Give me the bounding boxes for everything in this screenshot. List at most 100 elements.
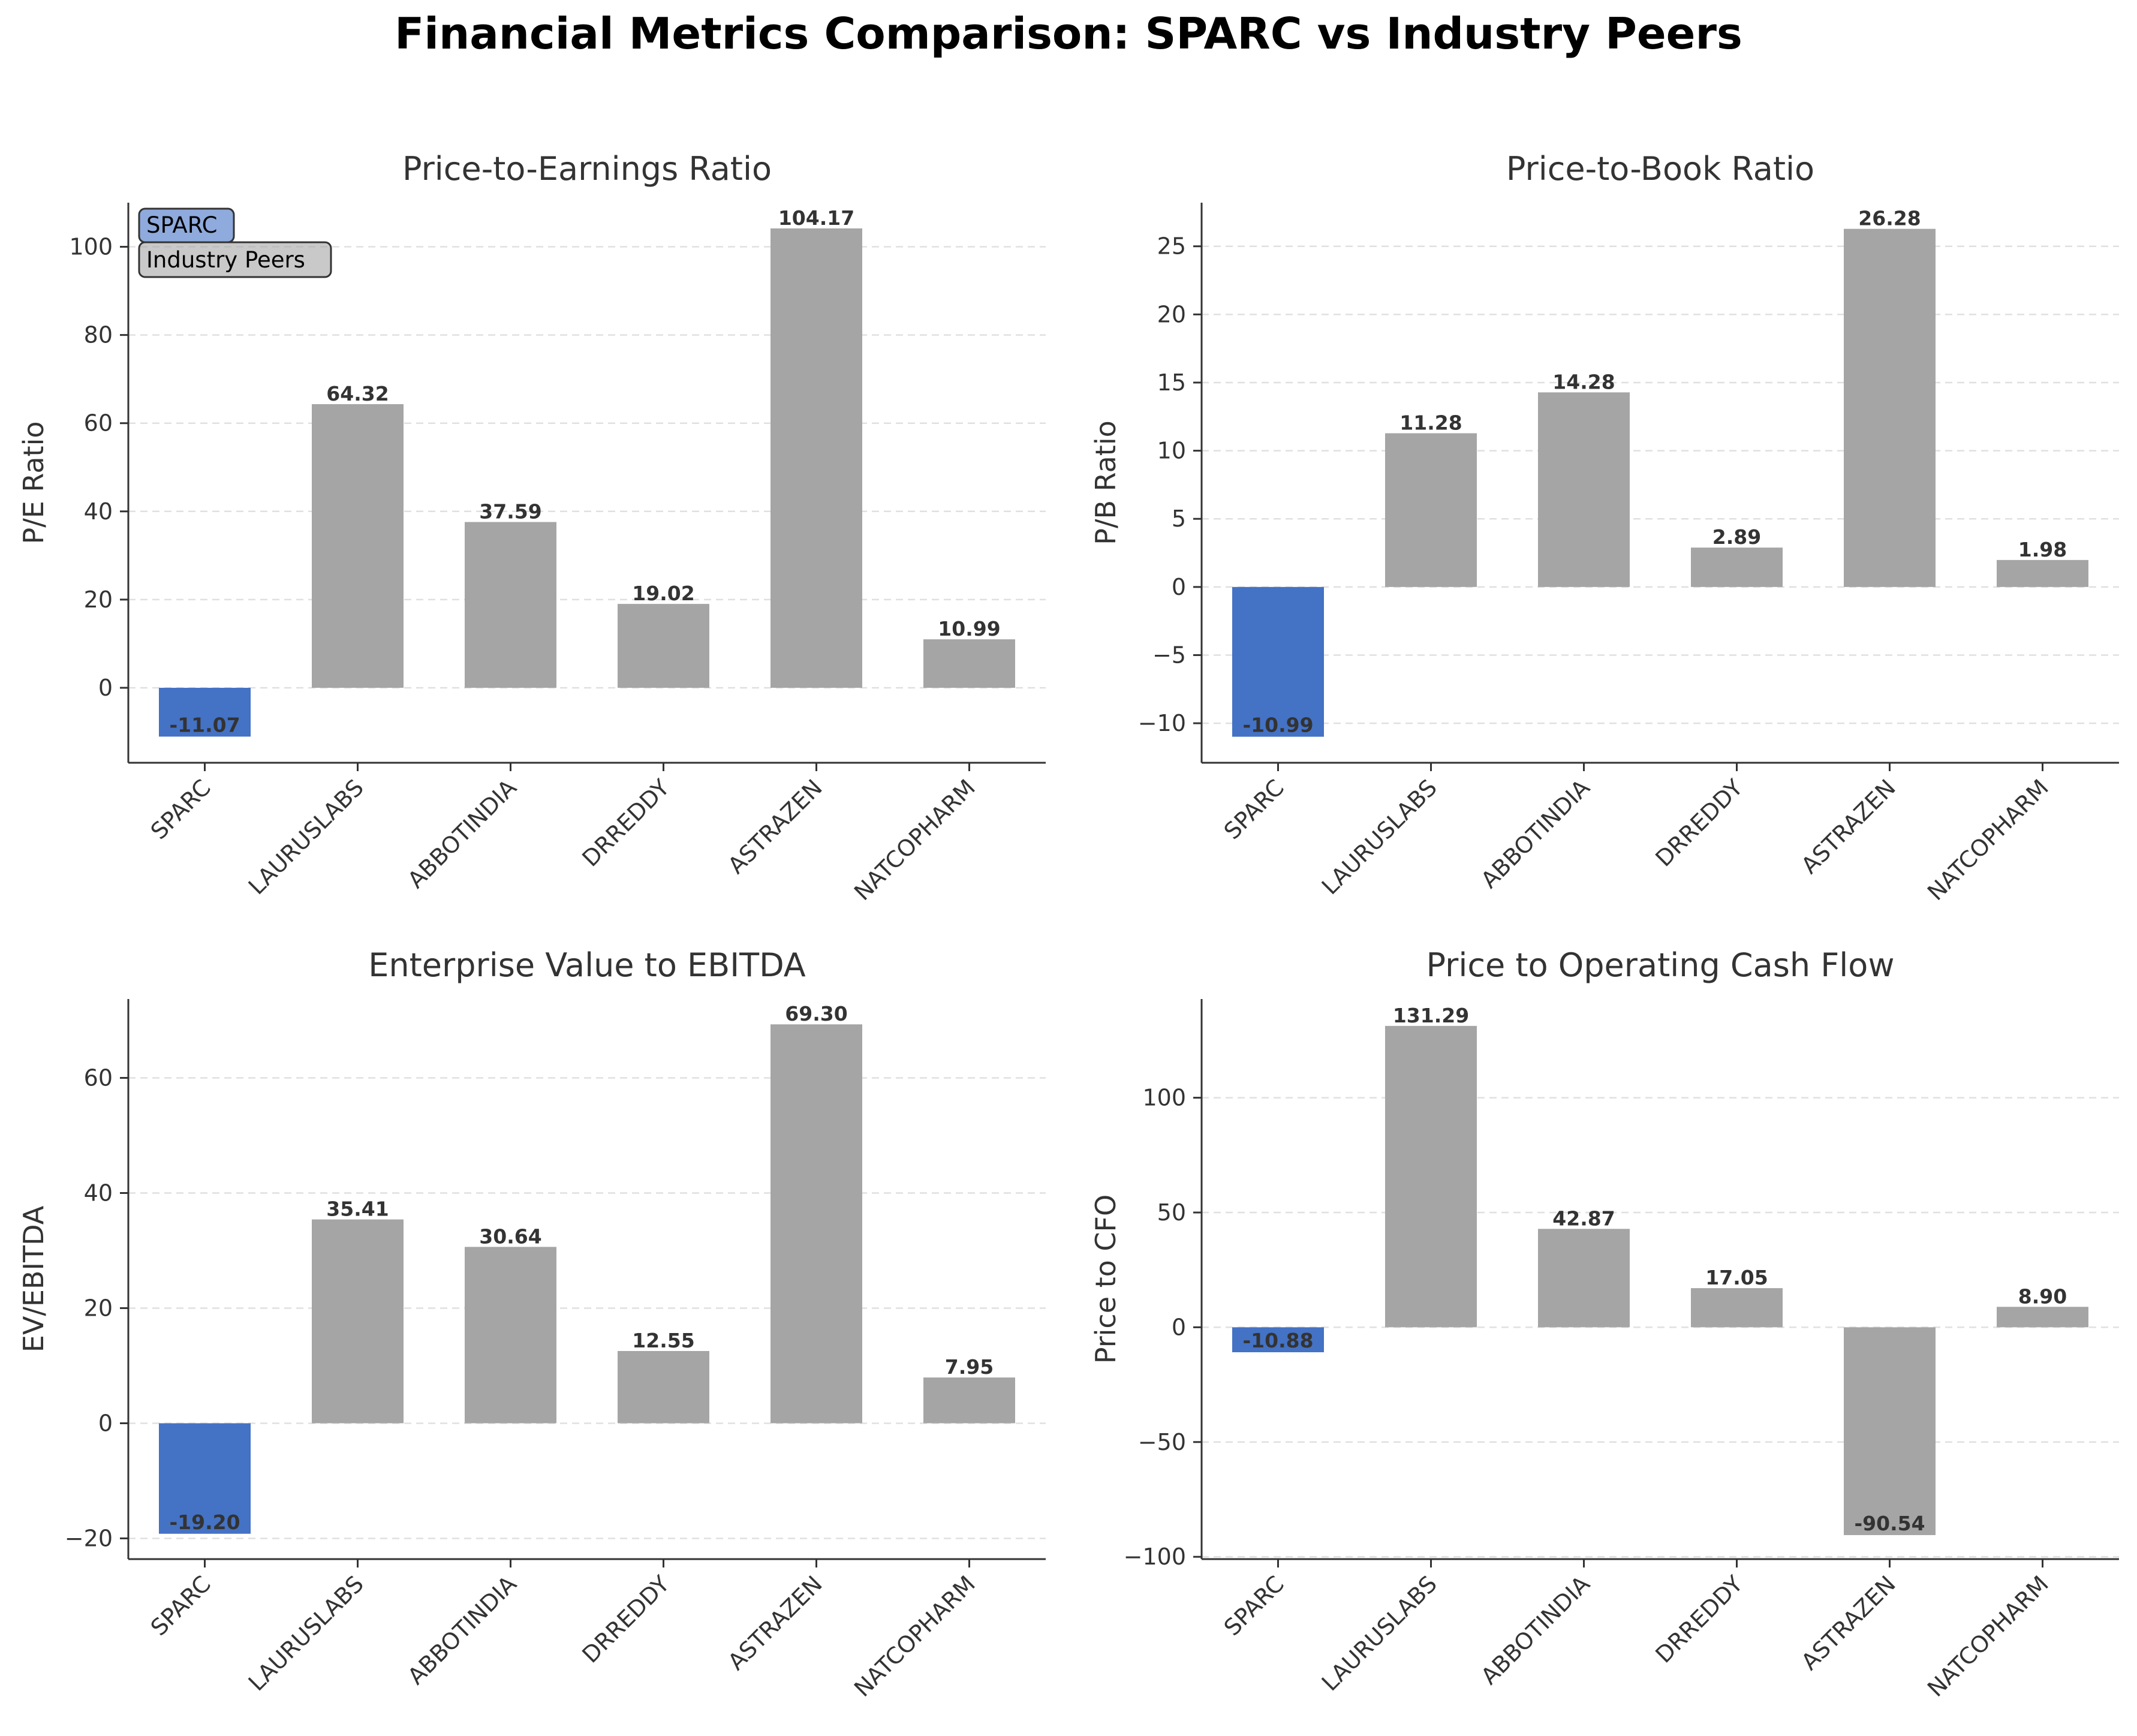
bar-value-label: 17.05 bbox=[1705, 1266, 1768, 1289]
bar-astrazen bbox=[1844, 1327, 1936, 1535]
bar-sparc bbox=[159, 687, 251, 737]
y-tick-label: 0 bbox=[98, 1410, 113, 1436]
chart-ev-ebitda: -19.20 35.41 30.64 12.55 69.30 7.95 −20 0 20 40 60… bbox=[17, 946, 1046, 1702]
bar-natcopharm bbox=[1997, 1307, 2088, 1328]
x-tick-label: LAURUSLABS bbox=[1317, 1570, 1442, 1696]
y-tick-label: 60 bbox=[84, 410, 113, 437]
x-tick-label: NATCOPHARM bbox=[849, 774, 980, 905]
legend: SPARC Industry Peers bbox=[138, 207, 332, 278]
y-tick-label: 0 bbox=[1172, 574, 1186, 600]
bar-lauruslabs bbox=[1385, 1025, 1477, 1328]
bar-lauruslabs bbox=[1385, 433, 1477, 587]
x-tick-label: ASTRAZEN bbox=[723, 1570, 827, 1675]
bar-drreddy bbox=[1691, 547, 1783, 587]
y-tick-label: −5 bbox=[1152, 642, 1186, 668]
x-tick-label: SPARC bbox=[146, 774, 216, 844]
x-tick-label: SPARC bbox=[1219, 1570, 1289, 1641]
y-tick-label: 40 bbox=[84, 1180, 113, 1206]
bar-value-label: 26.28 bbox=[1858, 207, 1921, 230]
bar-natcopharm bbox=[1997, 559, 2088, 587]
x-tick-label: DRREDDY bbox=[1650, 774, 1748, 872]
bar-value-label: 11.28 bbox=[1399, 411, 1462, 435]
x-tick-label: ABBOTINDIA bbox=[1476, 774, 1594, 893]
y-tick-label: 60 bbox=[84, 1065, 113, 1091]
y-tick-label: 0 bbox=[1172, 1314, 1186, 1340]
x-tick-label: SPARC bbox=[1219, 774, 1289, 844]
bar-value-label: 104.17 bbox=[778, 206, 854, 230]
x-tick-label: LAURUSLABS bbox=[1317, 774, 1442, 899]
y-tick-label: 100 bbox=[1142, 1085, 1186, 1111]
y-axis-label: P/B Ratio bbox=[1089, 420, 1122, 545]
x-tick-label: DRREDDY bbox=[577, 774, 675, 872]
bar-lauruslabs bbox=[312, 404, 404, 688]
x-tick-label: LAURUSLABS bbox=[243, 774, 369, 899]
x-tick-label: ASTRAZEN bbox=[1796, 774, 1900, 878]
y-tick-label: 20 bbox=[84, 586, 113, 613]
y-tick-label: −10 bbox=[1138, 710, 1186, 736]
x-tick-label: ABBOTINDIA bbox=[1476, 1570, 1594, 1689]
bar-sparc bbox=[159, 1423, 251, 1534]
x-tick-label: SPARC bbox=[146, 1570, 216, 1641]
y-tick-label: −100 bbox=[1124, 1544, 1186, 1570]
x-tick-label: ASTRAZEN bbox=[723, 774, 827, 878]
bar-value-label: 2.89 bbox=[1712, 525, 1761, 549]
bar-value-label: -11.07 bbox=[169, 713, 240, 736]
legend-item-box bbox=[138, 241, 332, 278]
x-tick-label: NATCOPHARM bbox=[1922, 774, 2054, 905]
bar-abbotindia bbox=[1538, 392, 1630, 587]
bar-value-label: 19.02 bbox=[632, 582, 694, 605]
y-tick-label: 10 bbox=[1157, 438, 1186, 464]
subplot-title: Price-to-Earnings Ratio bbox=[402, 150, 772, 188]
bar-drreddy bbox=[1691, 1288, 1783, 1328]
y-axis-label: EV/EBITDA bbox=[17, 1205, 50, 1352]
chart-pb-ratio: -10.99 11.28 14.28 2.89 26.28 1.98 −10 −5 0 5 10 15… bbox=[1089, 150, 2119, 905]
bar-value-label: 30.64 bbox=[479, 1224, 541, 1248]
y-tick-label: 20 bbox=[1157, 301, 1186, 327]
bar-value-label: 10.99 bbox=[938, 617, 1000, 640]
bar-value-label: 7.95 bbox=[945, 1355, 994, 1379]
y-axis-label: P/E Ratio bbox=[17, 421, 50, 544]
x-tick-label: NATCOPHARM bbox=[849, 1570, 980, 1702]
y-tick-label: 40 bbox=[84, 498, 113, 525]
x-tick-label: ABBOTINDIA bbox=[402, 1570, 521, 1689]
bar-natcopharm bbox=[923, 639, 1015, 688]
y-tick-label: −50 bbox=[1138, 1429, 1186, 1455]
y-tick-label: 20 bbox=[84, 1295, 113, 1321]
bar-value-label: 131.29 bbox=[1393, 1004, 1469, 1027]
bar-abbotindia bbox=[1538, 1229, 1630, 1328]
bar-value-label: 12.55 bbox=[632, 1329, 694, 1352]
y-tick-label: 50 bbox=[1157, 1199, 1186, 1226]
chart-price-to-cfo: -10.88 131.29 42.87 17.05 -90.54 8.90 −100 −50 0… bbox=[1089, 946, 2119, 1702]
bar-value-label: -90.54 bbox=[1854, 1512, 1925, 1535]
y-tick-label: −20 bbox=[65, 1525, 113, 1551]
bar-drreddy bbox=[618, 1350, 709, 1424]
subplot-title: Price-to-Book Ratio bbox=[1506, 150, 1814, 188]
bar-astrazen bbox=[770, 1024, 862, 1424]
bar-abbotindia bbox=[465, 522, 556, 688]
bar-abbotindia bbox=[465, 1247, 556, 1424]
y-tick-label: 80 bbox=[84, 322, 113, 348]
y-tick-label: 100 bbox=[69, 234, 113, 260]
figure-title: Financial Metrics Comparison: SPARC vs I… bbox=[395, 8, 1742, 59]
bar-sparc bbox=[1232, 1327, 1324, 1353]
x-tick-label: LAURUSLABS bbox=[243, 1570, 369, 1696]
legend-item-label: SPARC bbox=[146, 212, 217, 238]
chart-pe-ratio: -11.07 64.32 37.59 19.02 104.17 10.99 0 20 40 60 8… bbox=[17, 150, 1046, 905]
bar-astrazen bbox=[770, 228, 862, 688]
bar-value-label: 14.28 bbox=[1552, 370, 1615, 393]
bar-natcopharm bbox=[923, 1377, 1015, 1424]
subplot-title: Price to Operating Cash Flow bbox=[1426, 946, 1895, 984]
y-tick-label: 25 bbox=[1157, 233, 1186, 260]
bar-value-label: 69.30 bbox=[785, 1002, 847, 1025]
subplot-title: Enterprise Value to EBITDA bbox=[368, 946, 805, 984]
y-tick-label: 5 bbox=[1172, 506, 1186, 532]
legend-item-label: Industry Peers bbox=[146, 247, 305, 273]
y-tick-label: 0 bbox=[98, 675, 113, 701]
bar-value-label: 64.32 bbox=[326, 382, 389, 405]
bar-value-label: 8.90 bbox=[2018, 1284, 2067, 1308]
x-tick-label: NATCOPHARM bbox=[1922, 1570, 2054, 1702]
bar-value-label: 42.87 bbox=[1552, 1207, 1615, 1230]
x-tick-label: ASTRAZEN bbox=[1796, 1570, 1900, 1675]
bar-value-label: -19.20 bbox=[169, 1511, 240, 1534]
